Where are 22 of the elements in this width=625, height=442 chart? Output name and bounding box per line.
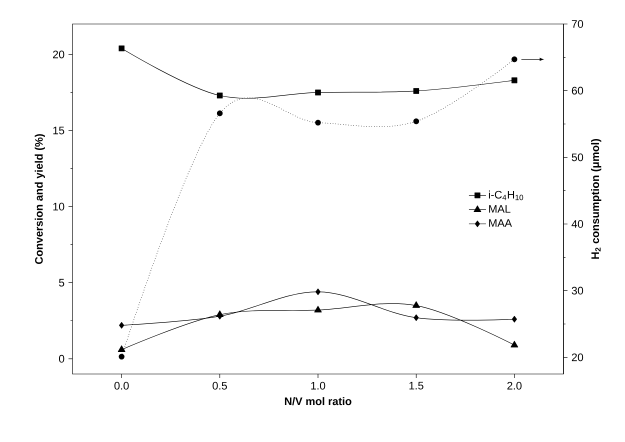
x-tick-label: 0.0 [114, 382, 129, 390]
x-tick-label: 0.5 [212, 382, 227, 390]
x-tick-label: 2.0 [507, 382, 522, 390]
x-axis-title: N/V mol ratio [284, 397, 352, 406]
legend-label: MAA [489, 219, 512, 227]
y2-tick-label: 30 [572, 286, 584, 295]
y2-axis-title: H$_{2}$ consumption (μmol) [591, 139, 602, 259]
y2-tick-label: 50 [572, 153, 584, 162]
legend-label: i-C$_{4}$H$_{10}$ [488, 190, 524, 200]
y-tick-label: 20 [53, 50, 64, 58]
y-tick-label: 15 [53, 126, 64, 134]
y2-tick-label: 20 [572, 353, 584, 362]
x-tick-label: 1.5 [409, 382, 424, 390]
y-axis-title: Conversion and yield (%) [34, 134, 45, 264]
y-tick-label: 5 [59, 278, 64, 287]
y-tick-label: 10 [53, 202, 64, 210]
legend-label: MAL [489, 205, 510, 213]
y2-tick-label: 60 [572, 86, 584, 95]
y-tick-label: 0 [58, 354, 64, 363]
x-tick-label: 1.0 [311, 382, 326, 390]
y2-tick-label: 70 [572, 20, 584, 28]
y2-tick-label: 40 [572, 220, 584, 228]
